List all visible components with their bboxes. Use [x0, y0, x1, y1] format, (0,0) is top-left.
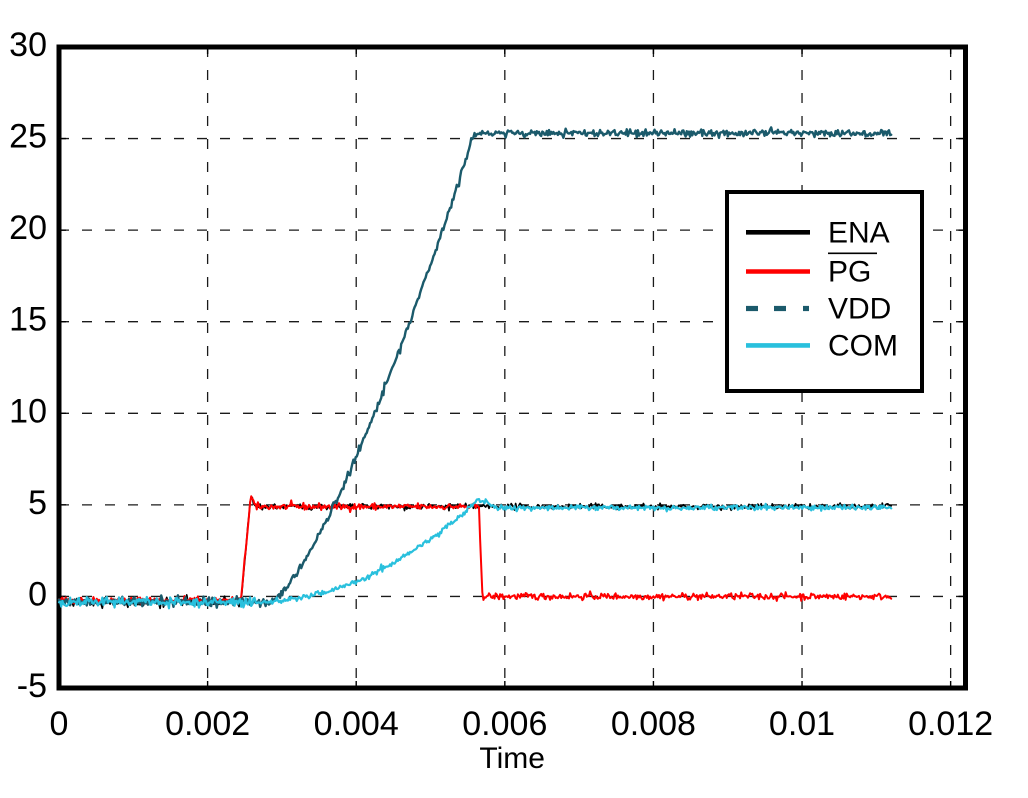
svg-text:25: 25	[9, 118, 47, 156]
svg-text:VDD: VDD	[828, 293, 891, 326]
svg-text:30: 30	[9, 26, 47, 64]
svg-text:5: 5	[28, 484, 47, 522]
svg-text:0.006: 0.006	[462, 705, 547, 743]
svg-text:0.01: 0.01	[769, 705, 835, 743]
svg-text:0: 0	[28, 575, 47, 613]
svg-text:COM: COM	[828, 329, 898, 362]
svg-text:Time: Time	[479, 742, 545, 775]
svg-text:0.012: 0.012	[908, 705, 993, 743]
svg-text:0: 0	[50, 705, 69, 743]
svg-text:0.004: 0.004	[314, 705, 399, 743]
svg-text:15: 15	[9, 301, 47, 339]
svg-text:0.002: 0.002	[165, 705, 250, 743]
svg-text:10: 10	[9, 392, 47, 430]
svg-text:20: 20	[9, 209, 47, 247]
svg-text:ENA: ENA	[828, 216, 890, 249]
svg-text:-5: -5	[17, 667, 47, 705]
svg-text:PG: PG	[828, 256, 871, 289]
svg-text:0.008: 0.008	[611, 705, 696, 743]
